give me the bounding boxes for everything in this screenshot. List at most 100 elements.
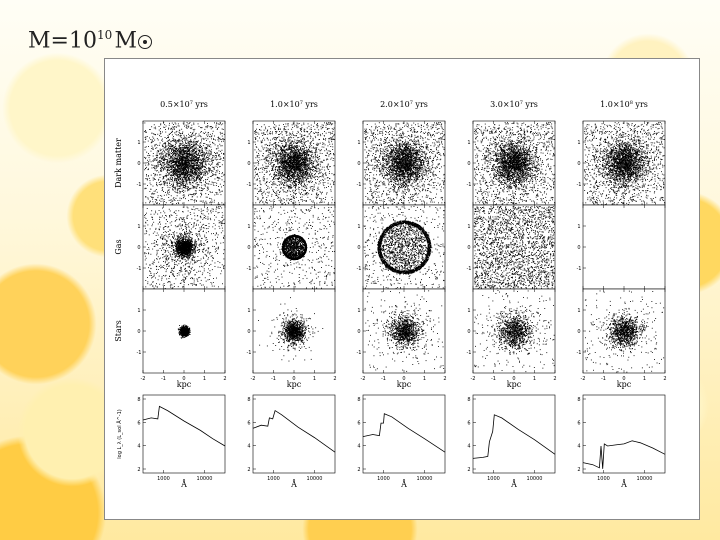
- row-label-0: Dark matter: [114, 138, 123, 188]
- ytick-label: 1: [137, 224, 140, 230]
- spectrum-panel-4: [582, 394, 666, 474]
- ytick-label: -1: [247, 266, 252, 272]
- ytick-label: 1: [577, 308, 580, 314]
- spec-ytick-label: 6: [137, 420, 140, 426]
- spec-xtick-label: 10000: [637, 476, 653, 482]
- slide-title: M=1010 M: [28, 28, 152, 53]
- ytick-label: 1: [137, 140, 140, 146]
- xtick-label: 1: [533, 376, 536, 382]
- ytick-label: -1: [137, 266, 142, 272]
- ytick-label: 0: [357, 329, 360, 335]
- xtick-label: -1: [381, 376, 386, 382]
- ytick-label: 1: [357, 308, 360, 314]
- kpc-label: kpc: [617, 380, 632, 389]
- ytick-label: 0: [577, 245, 580, 251]
- points-stars-2: [364, 290, 445, 372]
- spec-ytick-label: 8: [247, 397, 250, 403]
- spec-ytick-label: 2: [467, 467, 470, 473]
- simulation-figure: 0.5×107 yrs 1.0×107 yrs 2.0×107 yrs 3.0×107…: [104, 58, 700, 520]
- ytick-label: 1: [577, 224, 580, 230]
- points-stars-0: [177, 324, 191, 339]
- xtick-label: -1: [161, 376, 166, 382]
- spec-xlabel: Å: [400, 480, 407, 489]
- ytick-label: -1: [357, 182, 362, 188]
- ytick-label: 1: [247, 140, 250, 146]
- points-dark_matter-3: [474, 122, 555, 205]
- xtick-label: -2: [251, 376, 256, 382]
- spectrum-line-1: [252, 409, 336, 453]
- spec-ytick-label: 4: [137, 444, 140, 450]
- spec-xtick-label: 1000: [267, 476, 280, 482]
- spectrum-ylabel: log L_λ (L_sol Å^-1): [116, 409, 123, 459]
- ytick-label: 0: [467, 161, 470, 167]
- spec-ytick-label: 4: [357, 444, 360, 450]
- xtick-label: 2: [553, 376, 556, 382]
- figure-canvas: 0.5×107 yrs 1.0×107 yrs 2.0×107 yrs 3.0×107…: [114, 100, 667, 489]
- xtick-label: 1: [203, 376, 206, 382]
- spec-xtick-label: 1000: [597, 476, 610, 482]
- kpc-label: kpc: [287, 380, 302, 389]
- solar-symbol-icon: [137, 35, 152, 50]
- ytick-label: 0: [247, 245, 250, 251]
- ytick-label: 0: [137, 161, 140, 167]
- column-header-0: 0.5×107 yrs: [160, 100, 208, 109]
- ytick-label: 1: [247, 224, 250, 230]
- points-gas-3: [474, 206, 555, 289]
- ytick-label: 0: [577, 161, 580, 167]
- xtick-label: 0: [182, 376, 185, 382]
- ytick-label: -1: [577, 266, 582, 272]
- spec-xlabel: Å: [620, 480, 627, 489]
- spec-xlabel: Å: [180, 480, 187, 489]
- ytick-label: 1: [577, 140, 580, 146]
- kpc-label: kpc: [507, 380, 522, 389]
- spec-ytick-label: 2: [137, 467, 140, 473]
- column-header-1: 1.0×107 yrs: [270, 100, 318, 109]
- xtick-label: 2: [443, 376, 446, 382]
- ytick-label: 0: [577, 329, 580, 335]
- ytick-label: 1: [467, 308, 470, 314]
- xtick-label: 1: [423, 376, 426, 382]
- title-unit: M: [114, 28, 137, 53]
- column-header-4: 1.0×108 yrs: [600, 100, 648, 109]
- ytick-label: -1: [577, 182, 582, 188]
- spec-xtick-label: 10000: [197, 476, 213, 482]
- xtick-label: 1: [313, 376, 316, 382]
- ytick-label: -1: [137, 350, 142, 356]
- xtick-label: 0: [512, 376, 515, 382]
- kpc-label: kpc: [177, 380, 192, 389]
- title-exponent: 10: [97, 28, 112, 42]
- spec-xtick-label: 1000: [377, 476, 390, 482]
- xtick-label: 0: [402, 376, 405, 382]
- ytick-label: 0: [247, 329, 250, 335]
- xtick-label: -2: [141, 376, 146, 382]
- kpc-label: kpc: [397, 380, 412, 389]
- column-header-3: 3.0×107 yrs: [490, 100, 538, 109]
- ytick-label: -1: [247, 182, 252, 188]
- column-header-2: 2.0×107 yrs: [380, 100, 428, 109]
- ytick-label: -1: [467, 350, 472, 356]
- points-dark_matter-1: [254, 122, 335, 205]
- xtick-label: 0: [622, 376, 625, 382]
- ytick-label: -1: [247, 350, 252, 356]
- spectrum-line-3: [472, 414, 556, 459]
- spec-ytick-label: 2: [577, 467, 580, 473]
- spec-ytick-label: 6: [467, 420, 470, 426]
- spec-xtick-label: 10000: [307, 476, 323, 482]
- xtick-label: 1: [643, 376, 646, 382]
- xtick-label: -2: [581, 376, 586, 382]
- ytick-label: 0: [357, 161, 360, 167]
- xtick-label: -1: [271, 376, 276, 382]
- xtick-label: 2: [333, 376, 336, 382]
- spectrum-line-2: [362, 413, 446, 453]
- points-dark_matter-2: [364, 122, 445, 205]
- spectrum-panel-2: [362, 394, 446, 474]
- title-base: M=10: [28, 28, 97, 53]
- points-dark_matter-4: [584, 122, 665, 205]
- xtick-label: 2: [223, 376, 226, 382]
- panel-stars-3: [472, 288, 556, 374]
- spec-ytick-label: 6: [247, 420, 250, 426]
- spec-xlabel: Å: [510, 480, 517, 489]
- ytick-label: 0: [467, 329, 470, 335]
- points-gas-1: [254, 206, 335, 289]
- spec-ytick-label: 4: [577, 444, 580, 450]
